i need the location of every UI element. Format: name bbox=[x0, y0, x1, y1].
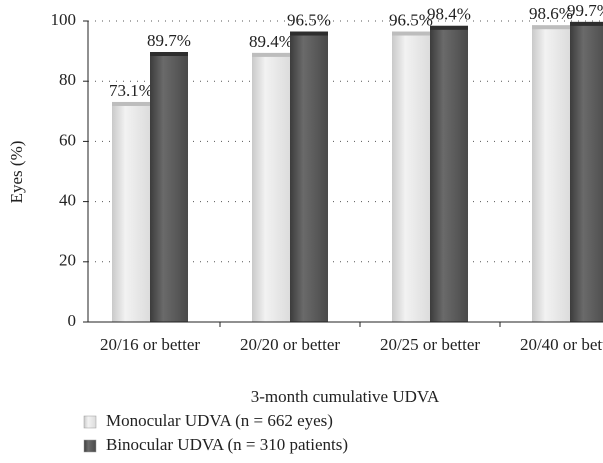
legend-swatch bbox=[83, 439, 97, 453]
bar-top bbox=[252, 52, 290, 57]
y-tick-label: 100 bbox=[51, 10, 77, 29]
bar bbox=[150, 52, 188, 323]
y-axis-label: Eyes (%) bbox=[7, 141, 26, 204]
y-tick-label: 0 bbox=[68, 311, 77, 330]
x-tick-label: 20/25 or better bbox=[379, 335, 481, 354]
x-tick-label: 20/16 or better bbox=[99, 335, 201, 354]
value-label: 89.7% bbox=[147, 31, 191, 50]
value-label: 98.6% bbox=[529, 4, 573, 23]
bar bbox=[430, 25, 468, 322]
x-tick-label: 20/20 or better bbox=[239, 335, 341, 354]
bar-top bbox=[570, 21, 603, 26]
x-axis-label: 3-month cumulative UDVA bbox=[251, 387, 440, 406]
bar bbox=[252, 52, 290, 322]
bar bbox=[290, 31, 328, 322]
bar bbox=[112, 101, 150, 323]
legend-label: Monocular UDVA (n = 662 eyes) bbox=[106, 411, 333, 430]
value-label: 99.7% bbox=[567, 1, 603, 20]
bar-top bbox=[290, 31, 328, 36]
value-label: 96.5% bbox=[389, 10, 433, 29]
y-tick-label: 60 bbox=[59, 130, 76, 149]
value-label: 73.1% bbox=[109, 81, 153, 100]
value-label: 98.4% bbox=[427, 5, 471, 24]
y-tick-label: 40 bbox=[59, 191, 76, 210]
value-label: 89.4% bbox=[249, 32, 293, 51]
value-label: 96.5% bbox=[287, 10, 331, 29]
bar bbox=[570, 21, 603, 322]
bar bbox=[532, 25, 570, 323]
bar bbox=[392, 31, 430, 322]
legend-swatch bbox=[83, 415, 97, 429]
y-tick-label: 80 bbox=[59, 70, 76, 89]
bar-top bbox=[150, 52, 188, 57]
bar-top bbox=[112, 101, 150, 106]
bar-top bbox=[392, 31, 430, 36]
bar-top bbox=[430, 25, 468, 30]
x-tick-label: 20/40 or better bbox=[519, 335, 603, 354]
y-tick-label: 20 bbox=[59, 251, 76, 270]
legend-label: Binocular UDVA (n = 310 patients) bbox=[106, 435, 348, 454]
bar-top bbox=[532, 25, 570, 30]
